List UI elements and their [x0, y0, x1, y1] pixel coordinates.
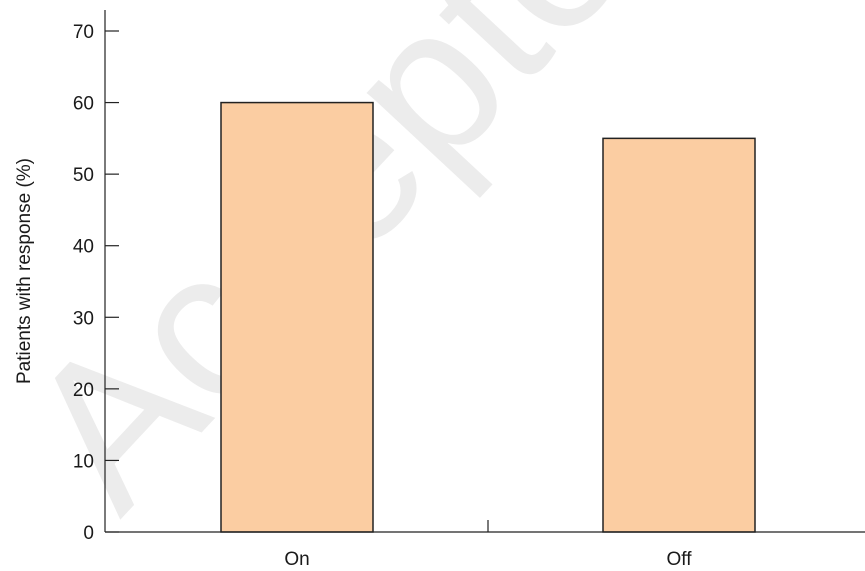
x-category-label: Off	[667, 549, 693, 570]
y-tick-label: 10	[73, 451, 94, 472]
y-axis-label: Patients with response (%)	[14, 158, 35, 384]
bar-off	[602, 137, 756, 533]
x-labels-group: On Off	[284, 549, 692, 570]
y-tick-label: 70	[73, 22, 94, 43]
axes-group	[104, 10, 865, 533]
y-tick-label: 20	[73, 380, 94, 401]
bars-group	[220, 101, 756, 533]
y-tick-label: 40	[73, 237, 94, 258]
y-tick-label: 0	[83, 523, 94, 544]
y-tick-label: 60	[73, 94, 94, 115]
y-ticks-group: 0 10 20 30 40 50 60 70	[73, 22, 119, 544]
y-tick-label: 30	[73, 308, 94, 329]
y-tick-label: 50	[73, 165, 94, 186]
x-category-label: On	[284, 549, 309, 570]
bar-on	[220, 101, 374, 533]
